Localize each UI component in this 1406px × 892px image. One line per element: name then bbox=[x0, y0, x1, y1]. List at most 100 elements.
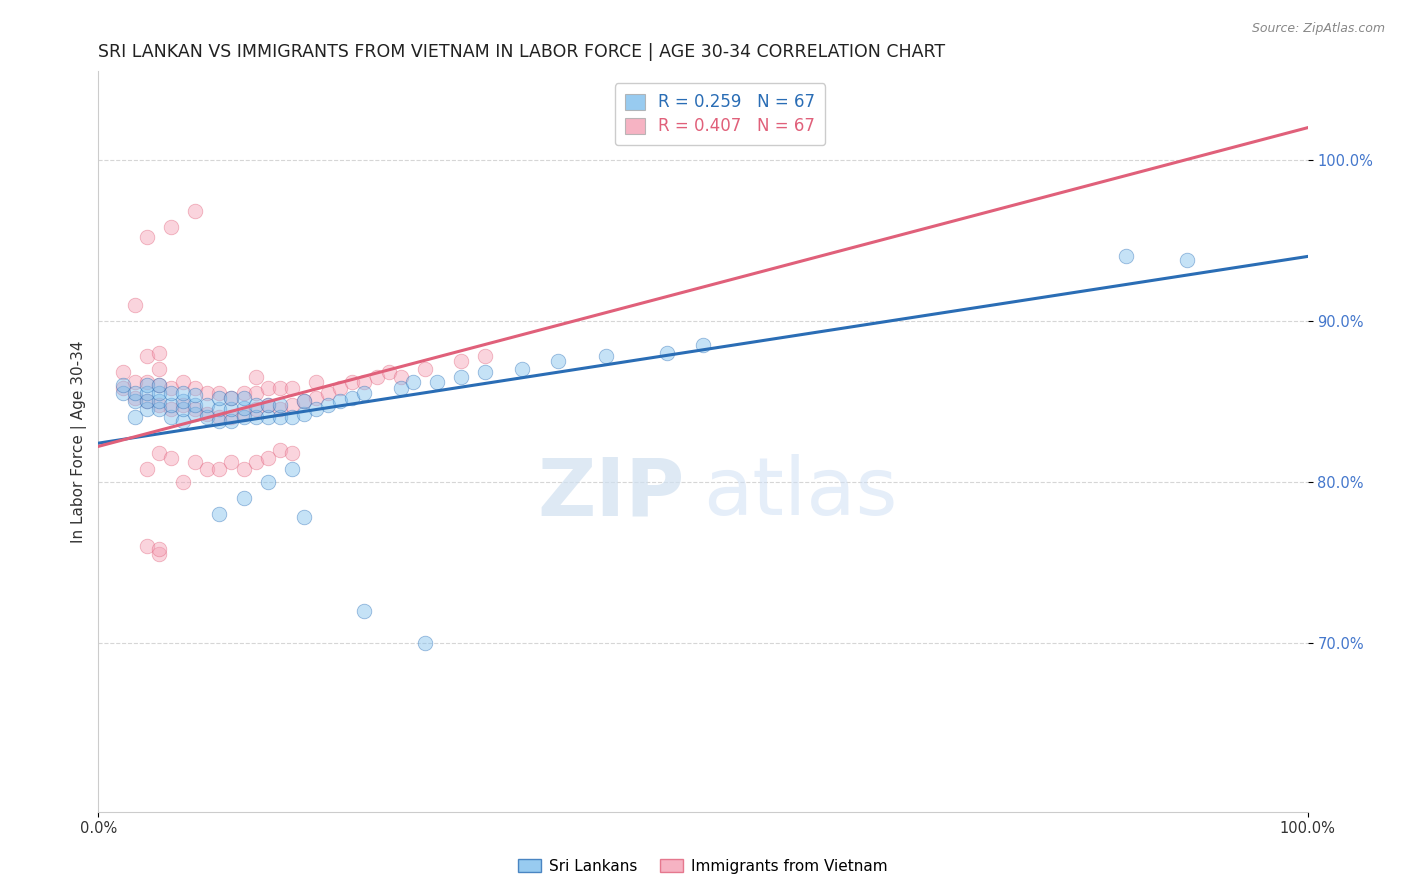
Point bbox=[353, 375, 375, 389]
Point bbox=[148, 346, 170, 360]
Point bbox=[256, 397, 278, 411]
Point bbox=[1175, 252, 1198, 267]
Point bbox=[135, 349, 157, 363]
Point bbox=[256, 381, 278, 395]
Point bbox=[172, 475, 194, 489]
Point bbox=[208, 414, 231, 428]
Point bbox=[316, 397, 339, 411]
Point bbox=[148, 362, 170, 376]
Point bbox=[510, 362, 533, 376]
Point bbox=[172, 386, 194, 401]
Point bbox=[377, 365, 399, 379]
Point bbox=[245, 370, 267, 384]
Point bbox=[595, 349, 617, 363]
Point bbox=[135, 394, 157, 409]
Point bbox=[172, 394, 194, 409]
Point bbox=[655, 346, 678, 360]
Point bbox=[232, 401, 254, 415]
Legend: Sri Lankans, Immigrants from Vietnam: Sri Lankans, Immigrants from Vietnam bbox=[512, 853, 894, 880]
Point bbox=[184, 381, 207, 395]
Point bbox=[245, 386, 267, 401]
Point bbox=[474, 365, 496, 379]
Point bbox=[208, 402, 231, 417]
Point bbox=[305, 402, 328, 417]
Point bbox=[148, 378, 170, 392]
Point bbox=[160, 386, 183, 401]
Point bbox=[172, 375, 194, 389]
Point bbox=[402, 375, 425, 389]
Point bbox=[329, 394, 352, 409]
Point bbox=[135, 539, 157, 553]
Point bbox=[692, 338, 714, 352]
Point bbox=[124, 375, 146, 389]
Text: SRI LANKAN VS IMMIGRANTS FROM VIETNAM IN LABOR FORCE | AGE 30-34 CORRELATION CHA: SRI LANKAN VS IMMIGRANTS FROM VIETNAM IN… bbox=[98, 44, 946, 62]
Point bbox=[135, 394, 157, 409]
Point bbox=[135, 375, 157, 389]
Point bbox=[232, 462, 254, 476]
Point bbox=[281, 410, 304, 425]
Point bbox=[111, 381, 134, 395]
Point bbox=[184, 397, 207, 411]
Point bbox=[221, 455, 243, 469]
Point bbox=[172, 397, 194, 411]
Point bbox=[232, 386, 254, 401]
Point bbox=[353, 386, 375, 401]
Point bbox=[292, 407, 315, 421]
Point bbox=[148, 542, 170, 557]
Text: Source: ZipAtlas.com: Source: ZipAtlas.com bbox=[1251, 22, 1385, 36]
Point bbox=[111, 386, 134, 401]
Point bbox=[148, 394, 170, 409]
Point bbox=[148, 402, 170, 417]
Point bbox=[148, 446, 170, 460]
Point bbox=[195, 462, 218, 476]
Point bbox=[221, 414, 243, 428]
Point bbox=[305, 391, 328, 405]
Point bbox=[208, 410, 231, 425]
Point bbox=[256, 410, 278, 425]
Point bbox=[221, 391, 243, 405]
Point bbox=[184, 388, 207, 402]
Point bbox=[353, 603, 375, 617]
Point bbox=[281, 462, 304, 476]
Point bbox=[160, 381, 183, 395]
Point bbox=[269, 410, 291, 425]
Point bbox=[221, 410, 243, 425]
Legend: R = 0.259   N = 67, R = 0.407   N = 67: R = 0.259 N = 67, R = 0.407 N = 67 bbox=[614, 83, 825, 145]
Point bbox=[148, 378, 170, 392]
Point bbox=[305, 375, 328, 389]
Point bbox=[135, 402, 157, 417]
Point bbox=[281, 446, 304, 460]
Point bbox=[160, 410, 183, 425]
Point bbox=[184, 407, 207, 421]
Point bbox=[172, 402, 194, 417]
Point bbox=[1115, 250, 1137, 264]
Point bbox=[135, 378, 157, 392]
Point bbox=[124, 391, 146, 405]
Point bbox=[208, 386, 231, 401]
Point bbox=[281, 397, 304, 411]
Point bbox=[221, 391, 243, 405]
Point bbox=[208, 507, 231, 521]
Y-axis label: In Labor Force | Age 30-34: In Labor Force | Age 30-34 bbox=[72, 340, 87, 543]
Point bbox=[269, 402, 291, 417]
Point bbox=[208, 462, 231, 476]
Point bbox=[124, 386, 146, 401]
Point bbox=[342, 375, 364, 389]
Point bbox=[232, 491, 254, 505]
Point bbox=[474, 349, 496, 363]
Point bbox=[269, 442, 291, 457]
Point bbox=[256, 450, 278, 465]
Text: ZIP: ZIP bbox=[537, 454, 685, 533]
Point bbox=[389, 381, 412, 395]
Point bbox=[292, 394, 315, 409]
Point bbox=[184, 455, 207, 469]
Point bbox=[172, 414, 194, 428]
Point bbox=[450, 370, 472, 384]
Point bbox=[148, 386, 170, 401]
Point bbox=[245, 410, 267, 425]
Point bbox=[547, 354, 569, 368]
Point bbox=[366, 370, 388, 384]
Point bbox=[232, 391, 254, 405]
Point bbox=[208, 391, 231, 405]
Point bbox=[124, 298, 146, 312]
